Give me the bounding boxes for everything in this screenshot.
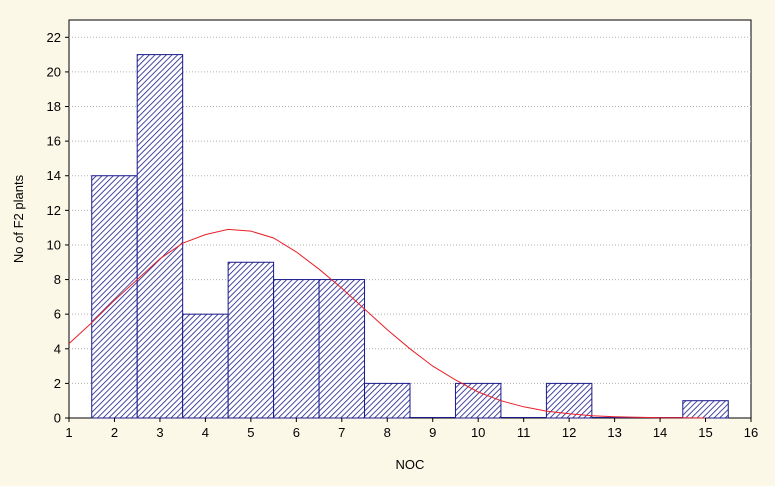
histogram-bar (91, 175, 138, 419)
x-tick-label: 7 (338, 425, 345, 440)
y-tick-label: 12 (47, 203, 61, 218)
y-tick-label: 8 (54, 272, 61, 287)
y-tick-label: 18 (47, 99, 61, 114)
x-tick-label: 8 (384, 425, 391, 440)
x-tick-label: 1 (65, 425, 72, 440)
y-tick-label: 20 (47, 64, 61, 79)
normal-fit-curve (68, 228, 706, 419)
y-tick-label: 10 (47, 237, 61, 252)
x-tick-label: 2 (111, 425, 118, 440)
x-tick-label: 12 (562, 425, 576, 440)
x-tick-label: 14 (653, 425, 667, 440)
x-tick-label: 4 (202, 425, 209, 440)
x-tick-label: 13 (607, 425, 621, 440)
x-tick-label: 5 (247, 425, 254, 440)
y-tick-label: 14 (47, 168, 61, 183)
y-tick-label: 4 (54, 341, 61, 356)
histogram-bar (273, 279, 320, 419)
x-tick-label: 15 (698, 425, 712, 440)
histogram-bar (136, 54, 184, 419)
histogram-bar (364, 382, 411, 419)
histogram-bar (454, 382, 502, 419)
y-axis-label: No of F2 plants (11, 174, 26, 263)
axes: 1 2 3 4 5 6 7 8 9 10 11 12 13 14 15 1602468101214161820… (47, 30, 759, 440)
y-tick-label: 2 (54, 376, 61, 391)
y-tick-label: 16 (47, 134, 61, 149)
histogram-bar (545, 382, 593, 419)
y-tick-label: 6 (54, 307, 61, 322)
x-tick-label: 16 (744, 425, 758, 440)
histogram-bar (318, 279, 366, 419)
x-axis-label: NOC (396, 457, 425, 472)
x-tick-label: 9 (429, 425, 436, 440)
histogram-bar (182, 313, 229, 419)
x-tick-label: 10 (471, 425, 485, 440)
y-tick-label: 0 (54, 411, 61, 426)
bars (91, 54, 729, 419)
histogram-bar (227, 261, 275, 419)
x-tick-label: 3 (156, 425, 163, 440)
y-tick-label: 22 (47, 30, 61, 45)
histogram-bar (682, 400, 729, 419)
x-tick-label: 6 (293, 425, 300, 440)
x-tick-label: 11 (517, 425, 531, 440)
